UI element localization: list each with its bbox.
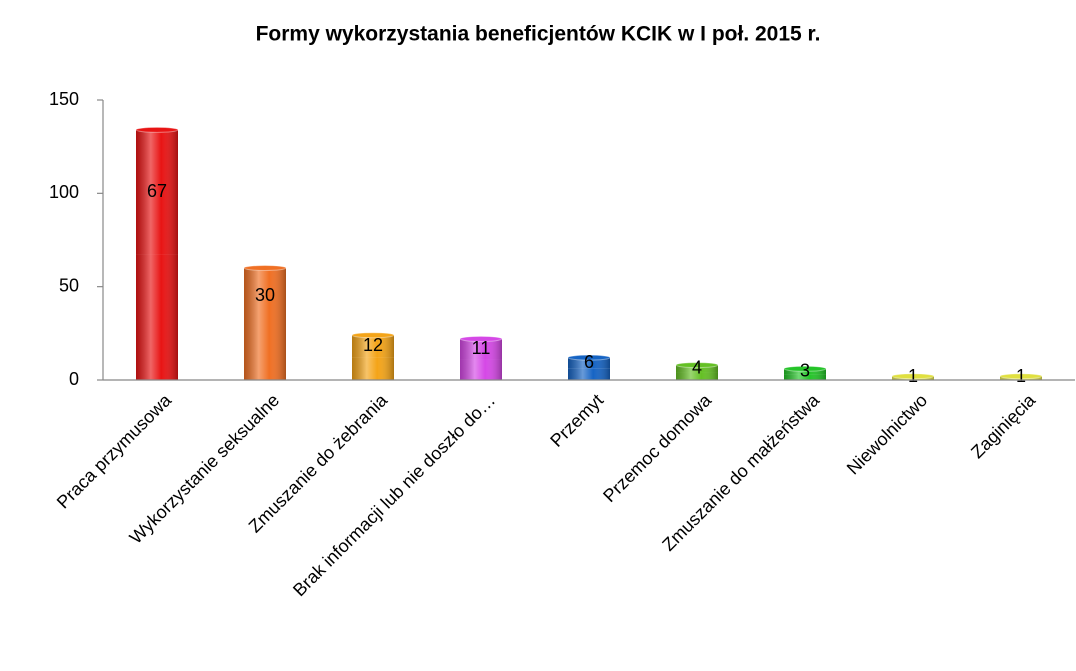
bar-shade <box>892 378 934 380</box>
data-label: 30 <box>255 285 275 305</box>
bar-shade <box>136 129 178 255</box>
y-tick-label: 100 <box>49 182 79 202</box>
y-tick-label: 150 <box>49 89 79 109</box>
data-label: 1 <box>908 366 918 386</box>
bar-shade <box>676 372 718 380</box>
bar-shade <box>784 368 826 375</box>
x-tick-label: Zaginięcia <box>967 389 1040 462</box>
bar-shade <box>352 335 394 358</box>
bar-shade <box>568 357 610 369</box>
bar-top <box>135 126 179 133</box>
bar-top <box>351 332 395 339</box>
x-tick-label: Przemoc domowa <box>599 389 716 506</box>
x-tick-label: Przemyt <box>546 390 607 451</box>
bar-shade <box>460 359 502 380</box>
chart-title: Formy wykorzystania beneficjentów KCIK w… <box>256 23 821 46</box>
bar-top <box>459 335 503 342</box>
data-label: 4 <box>692 358 702 378</box>
data-label: 3 <box>800 360 810 380</box>
bar-top <box>783 365 827 372</box>
bar-shade <box>784 374 826 380</box>
bar-shade <box>676 365 718 373</box>
bar-shade <box>568 368 610 380</box>
data-label: 12 <box>363 335 383 355</box>
x-tick-label: Brak informacji lub nie doszło do… <box>289 390 499 600</box>
data-label: 1 <box>1016 366 1026 386</box>
data-label: 11 <box>472 338 491 358</box>
y-tick-label: 50 <box>59 275 79 295</box>
bar-shade <box>136 254 178 380</box>
bar-top <box>891 373 935 380</box>
data-label: 6 <box>584 352 594 372</box>
data-label: 67 <box>147 181 167 201</box>
x-tick-label: Praca przymusowa <box>53 389 176 512</box>
bar-shade <box>352 357 394 380</box>
y-tick-label: 0 <box>69 369 79 389</box>
x-tick-label: Niewolnictwo <box>843 390 931 478</box>
bar-top <box>243 265 287 271</box>
bar-top <box>567 354 611 361</box>
bar-shade <box>1000 378 1042 380</box>
bar-shade <box>244 324 286 380</box>
bar-top <box>999 373 1043 380</box>
bar-top <box>675 362 719 369</box>
bar-shade <box>244 268 286 324</box>
bar-shade <box>460 338 502 360</box>
